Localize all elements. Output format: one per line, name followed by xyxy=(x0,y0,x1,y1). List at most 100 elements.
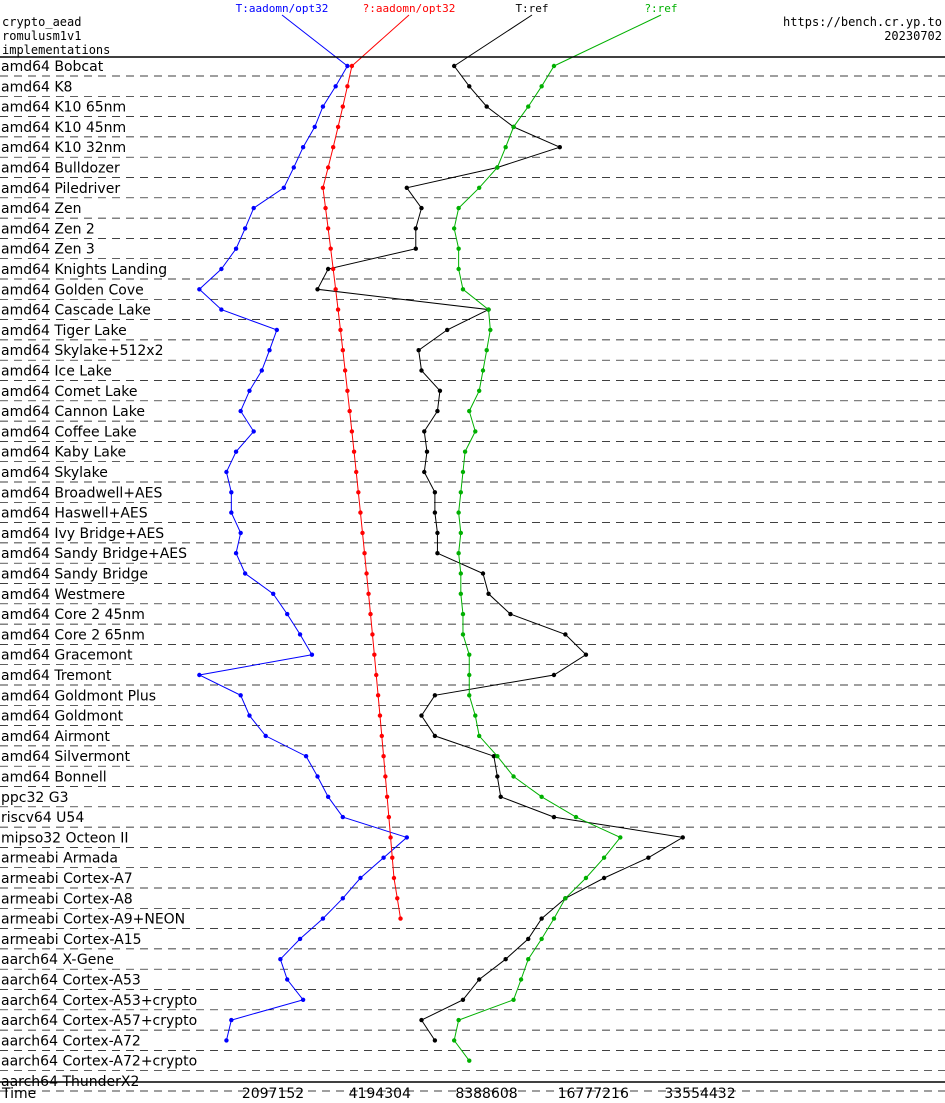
series-point xyxy=(511,124,516,130)
series-point xyxy=(451,226,457,231)
series-point xyxy=(456,510,461,515)
row-label: aarch64 Cortex-A72+crypto xyxy=(1,1054,197,1070)
series-point xyxy=(259,368,264,373)
series-point xyxy=(467,408,472,414)
series-point xyxy=(456,1017,461,1023)
row-label: amd64 Cascade Lake xyxy=(1,303,151,319)
series-point xyxy=(404,835,410,840)
series-point xyxy=(354,469,359,475)
row-label: aarch64 ThunderX2 xyxy=(1,1074,139,1090)
series-point xyxy=(197,287,202,292)
row-label: amd64 Sandy Bridge+AES xyxy=(1,546,187,562)
row-label: amd64 Core 2 65nm xyxy=(1,627,145,643)
row-label: aarch64 Cortex-A57+crypto xyxy=(1,1013,197,1029)
series-point xyxy=(340,104,346,109)
series-point xyxy=(486,307,491,312)
x-tick-label: 4194304 xyxy=(349,1086,411,1102)
series-point xyxy=(456,551,461,556)
series-point xyxy=(583,875,589,881)
series-point xyxy=(229,510,234,515)
row-grid xyxy=(0,56,945,1092)
series-point xyxy=(345,388,350,393)
series-point xyxy=(330,145,336,150)
row-label: amd64 K10 65nm xyxy=(1,100,126,116)
row-label: amd64 Westmere xyxy=(1,587,125,603)
series-point xyxy=(274,327,280,333)
series-point xyxy=(390,855,395,860)
row-label: amd64 Gracemont xyxy=(1,648,133,664)
row-label: amd64 Bobcat xyxy=(1,59,104,75)
series-point xyxy=(247,388,252,393)
series-point xyxy=(368,611,373,617)
series-point xyxy=(242,226,248,231)
series-point xyxy=(432,490,438,495)
row-label: amd64 Skylake xyxy=(1,465,108,481)
row-label: armeabi Cortex-A9+NEON xyxy=(1,912,185,928)
series-point xyxy=(370,632,375,637)
series-point xyxy=(375,693,381,698)
series-point xyxy=(456,246,461,251)
series-point xyxy=(233,449,239,454)
row-label: amd64 Bonnell xyxy=(1,770,107,786)
series-point xyxy=(495,165,500,170)
series-point xyxy=(356,490,361,495)
series-point xyxy=(224,1038,229,1043)
series-line xyxy=(322,65,402,919)
row-label: ppc32 G3 xyxy=(1,790,69,806)
series-point xyxy=(303,754,309,759)
row-label: amd64 Silvermont xyxy=(1,749,131,765)
series-point xyxy=(297,936,303,942)
series-point xyxy=(488,327,493,333)
series-point xyxy=(539,936,544,942)
row-label: amd64 Skylake+512x2 xyxy=(1,343,163,359)
series-point xyxy=(467,693,472,698)
series-point xyxy=(646,855,651,860)
series-point xyxy=(460,611,466,617)
row-label: amd64 Comet Lake xyxy=(1,384,138,400)
series-point xyxy=(238,530,243,536)
series-point xyxy=(325,794,331,799)
x-axis: Time 2097152 4194304 8388608 16777216 335544… xyxy=(1,1086,736,1102)
series-point xyxy=(251,429,256,434)
series-point xyxy=(340,348,346,353)
series-point xyxy=(340,896,346,901)
series-point xyxy=(233,551,239,556)
series-point xyxy=(435,408,440,414)
row-label: amd64 Zen xyxy=(1,201,81,217)
row-label: riscv64 U54 xyxy=(1,810,84,826)
series-point xyxy=(518,977,524,982)
series-point xyxy=(451,63,457,69)
series-point xyxy=(486,591,491,596)
series-point xyxy=(325,226,331,231)
series-points xyxy=(197,63,685,1063)
row-label: amd64 Ivy Bridge+AES xyxy=(1,526,164,542)
series-point xyxy=(551,63,557,69)
series-point xyxy=(379,733,384,739)
series-point xyxy=(476,388,482,393)
series-point xyxy=(271,591,276,596)
series-point xyxy=(467,672,472,678)
series-name: ?:ref xyxy=(644,2,677,15)
row-label: amd64 Zen 3 xyxy=(1,242,95,258)
row-label: amd64 Goldmont xyxy=(1,709,124,725)
series-point xyxy=(473,713,478,718)
series-point xyxy=(349,429,355,434)
series-point xyxy=(263,733,268,739)
series-point xyxy=(539,794,544,799)
header-right-line-1: https://bench.cr.yp.to xyxy=(783,15,942,29)
series-point xyxy=(233,246,239,251)
series-point xyxy=(309,652,315,657)
series-point xyxy=(328,246,333,251)
series-point xyxy=(432,733,438,739)
series-point xyxy=(413,226,418,231)
row-label: amd64 Knights Landing xyxy=(1,262,167,278)
series-point xyxy=(573,814,579,820)
row-label: amd64 Airmont xyxy=(1,729,110,745)
series-name: T:ref xyxy=(515,2,548,15)
series-point xyxy=(526,104,531,109)
series-point xyxy=(377,713,383,718)
series-point xyxy=(435,530,440,536)
row-label: amd64 K8 xyxy=(1,79,72,95)
series-point xyxy=(320,185,326,190)
series-connector xyxy=(351,14,410,67)
